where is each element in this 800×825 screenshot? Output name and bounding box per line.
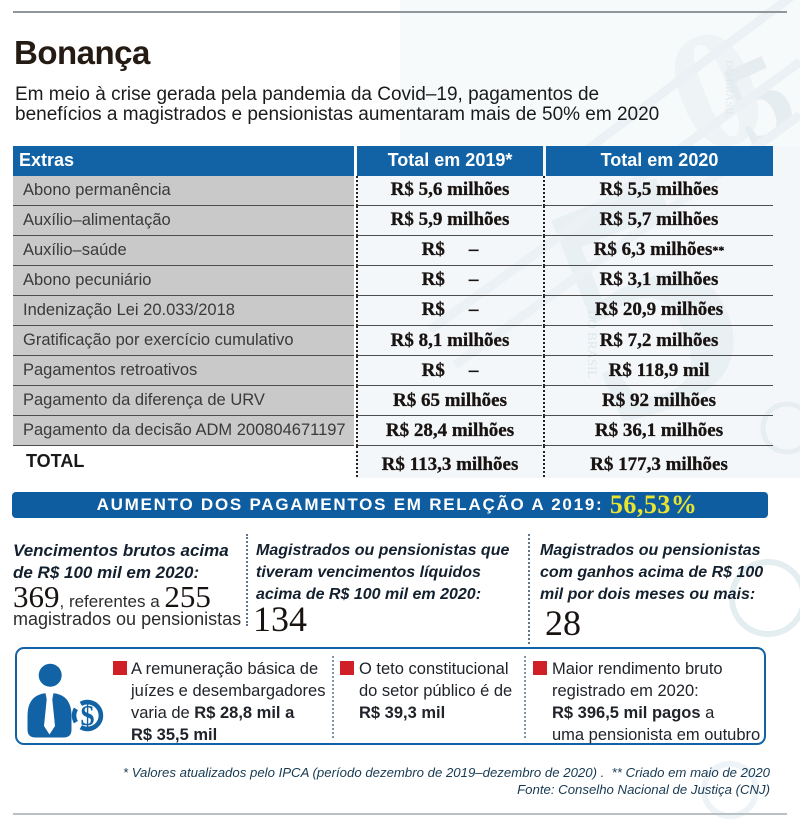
svg-text:DO BRASIL: DO BRASIL bbox=[723, 60, 735, 118]
svg-text:DO BRASIL: DO BRASIL bbox=[585, 310, 600, 378]
svg-text:$: $ bbox=[81, 701, 95, 732]
